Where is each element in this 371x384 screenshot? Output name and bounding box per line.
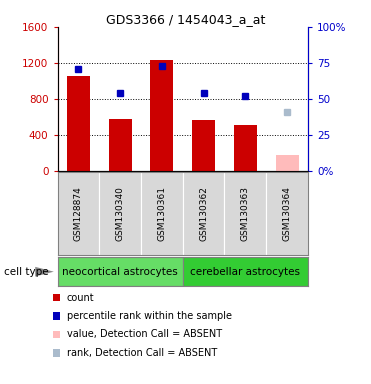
Bar [183,257,308,286]
Text: GSM130363: GSM130363 [241,186,250,241]
Bar [58,257,183,286]
Bar [234,125,257,171]
Bar [53,331,60,338]
Text: percentile rank within the sample: percentile rank within the sample [67,311,232,321]
Text: cerebellar astrocytes: cerebellar astrocytes [190,266,300,277]
Bar [150,60,173,171]
Bar [67,76,90,171]
Bar [99,172,141,255]
Bar [141,172,183,255]
Text: GSM128874: GSM128874 [74,186,83,241]
Text: GSM130362: GSM130362 [199,186,208,241]
Bar [53,312,60,320]
Bar [266,172,308,255]
Polygon shape [35,267,54,276]
Bar [53,294,60,301]
Bar [109,119,132,171]
Bar [53,349,60,357]
Text: cell type: cell type [4,266,48,277]
Bar [224,172,266,255]
Text: count: count [67,293,94,303]
Text: GSM130364: GSM130364 [283,186,292,241]
Text: neocortical astrocytes: neocortical astrocytes [62,266,178,277]
Text: rank, Detection Call = ABSENT: rank, Detection Call = ABSENT [67,348,217,358]
Bar [276,155,299,171]
Bar [58,172,99,255]
Text: GSM130340: GSM130340 [116,186,125,241]
Text: value, Detection Call = ABSENT: value, Detection Call = ABSENT [67,329,222,339]
Bar [192,121,215,171]
Text: GDS3366 / 1454043_a_at: GDS3366 / 1454043_a_at [106,13,265,26]
Bar [183,172,224,255]
Text: GSM130361: GSM130361 [157,186,166,241]
